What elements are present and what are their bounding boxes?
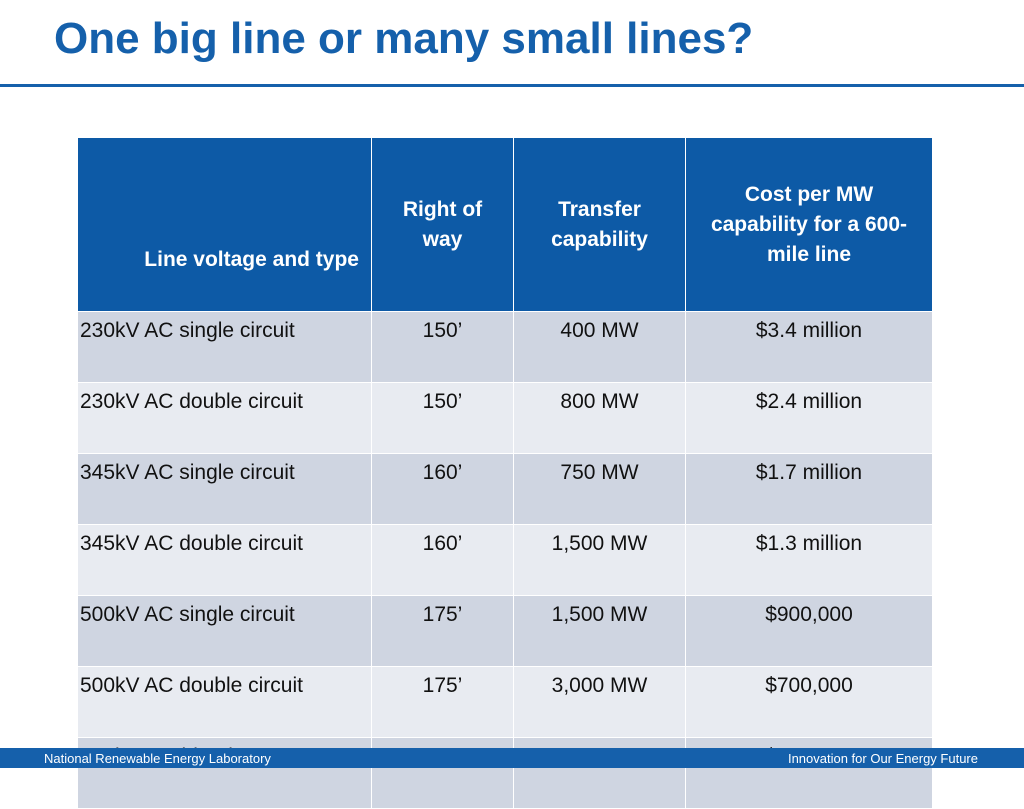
cell-right-of-way: 150’ [371,311,514,383]
cell-transfer-capability: 1,500 MW [513,595,686,667]
cell-line-type: 345kV AC double circuit [77,524,372,596]
table-row: 500kV AC single circuit 175’ 1,500 MW $9… [77,595,933,667]
cell-transfer-capability: 750 MW [513,453,686,525]
cell-right-of-way: 175’ [371,595,514,667]
title-divider [0,84,1024,87]
cell-right-of-way: 160’ [371,453,514,525]
table-row: 345kV AC single circuit 160’ 750 MW $1.7… [77,453,933,525]
cell-line-type: 230kV AC double circuit [77,382,372,454]
cell-cost: $3.4 million [685,311,933,383]
column-header-transfer-capability: Transfer capability [513,137,686,312]
footer-bar: National Renewable Energy Laboratory Inn… [0,748,1024,768]
table-row: 230kV AC single circuit 150’ 400 MW $3.4… [77,311,933,383]
cell-transfer-capability: 1,500 MW [513,524,686,596]
cell-cost: $700,000 [685,666,933,738]
cell-line-type: 500kV AC double circuit [77,666,372,738]
cell-line-type: 230kV AC single circuit [77,311,372,383]
cell-transfer-capability: 400 MW [513,311,686,383]
cell-line-type: 345kV AC single circuit [77,453,372,525]
page-title: One big line or many small lines? [54,14,754,63]
cell-cost: $900,000 [685,595,933,667]
cell-cost: $1.7 million [685,453,933,525]
cell-transfer-capability: 3,000 MW [513,666,686,738]
table-row: 230kV AC double circuit 150’ 800 MW $2.4… [77,382,933,454]
cell-cost: $1.3 million [685,524,933,596]
table-row: 345kV AC double circuit 160’ 1,500 MW $1… [77,524,933,596]
cell-right-of-way: 160’ [371,524,514,596]
cell-transfer-capability: 800 MW [513,382,686,454]
cell-line-type: 500kV AC single circuit [77,595,372,667]
cell-right-of-way: 175’ [371,666,514,738]
cell-cost: $2.4 million [685,382,933,454]
column-header-cost-per-mw: Cost per MW capability for a 600-mile li… [685,137,933,312]
cell-right-of-way: 150’ [371,382,514,454]
table-row: 500kV AC double circuit 175’ 3,000 MW $7… [77,666,933,738]
table-header-row: Line voltage and type Right of way Trans… [77,137,933,312]
comparison-table: Line voltage and type Right of way Trans… [77,137,933,809]
column-header-right-of-way: Right of way [371,137,514,312]
footer-organization: National Renewable Energy Laboratory [44,751,271,766]
column-header-line-voltage: Line voltage and type [77,137,372,312]
footer-tagline: Innovation for Our Energy Future [787,751,978,766]
